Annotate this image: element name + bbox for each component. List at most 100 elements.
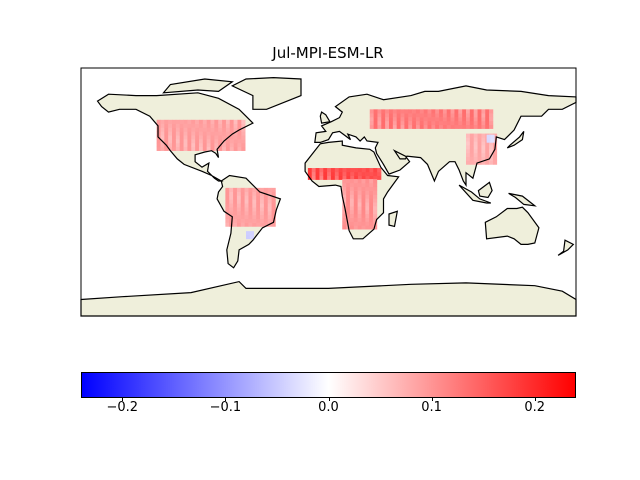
anomaly-cell bbox=[327, 168, 332, 173]
anomaly-cell bbox=[396, 113, 401, 118]
anomaly-cell bbox=[271, 203, 276, 208]
anomaly-cell bbox=[222, 142, 227, 148]
anomaly-cell bbox=[218, 131, 223, 136]
anomaly-cell bbox=[458, 113, 463, 118]
anomaly-cell bbox=[233, 131, 238, 136]
anomaly-cell bbox=[423, 113, 428, 118]
anomaly-cell bbox=[319, 171, 324, 177]
anomaly-cell bbox=[156, 146, 161, 151]
anomaly-cell bbox=[342, 221, 347, 226]
anomaly-cell bbox=[389, 120, 394, 126]
anomaly-cell bbox=[236, 222, 242, 227]
anomaly-cell bbox=[389, 113, 394, 118]
anomaly-cell bbox=[361, 198, 366, 203]
anomaly-cell bbox=[381, 113, 386, 118]
anomaly-cell bbox=[350, 175, 355, 180]
anomaly-cell bbox=[342, 168, 347, 173]
coastline-new-zealand bbox=[557, 239, 575, 256]
anomaly-cell bbox=[233, 135, 238, 140]
anomaly-cell bbox=[400, 113, 405, 118]
anomaly-cell bbox=[229, 139, 234, 144]
anomaly-cell bbox=[187, 119, 192, 124]
anomaly-cell bbox=[458, 109, 463, 114]
anomaly-cell bbox=[240, 207, 245, 212]
anomaly-cell bbox=[357, 213, 362, 218]
coastline-canadian-islands bbox=[162, 78, 234, 94]
anomaly-cell bbox=[327, 171, 332, 177]
anomaly-cell bbox=[415, 124, 421, 129]
anomaly-cell bbox=[404, 124, 409, 129]
anomaly-cell bbox=[248, 218, 253, 223]
colorbar-tick-label: 0.0 bbox=[318, 400, 339, 415]
anomaly-cell bbox=[473, 160, 478, 165]
anomaly-cell bbox=[263, 211, 269, 216]
anomaly-cell bbox=[168, 127, 173, 132]
anomaly-cell bbox=[439, 120, 444, 126]
anomaly-cell bbox=[225, 119, 231, 124]
anomaly-cell bbox=[477, 152, 482, 158]
anomaly-cell bbox=[431, 113, 436, 118]
anomaly-cell bbox=[373, 202, 378, 207]
anomaly-cell bbox=[175, 135, 181, 140]
anomaly-cell bbox=[256, 218, 261, 223]
anomaly-cell bbox=[210, 123, 215, 128]
anomaly-cell bbox=[373, 198, 378, 203]
anomaly-cell bbox=[172, 127, 177, 132]
anomaly-cell bbox=[350, 168, 355, 173]
anomaly-cell bbox=[369, 225, 374, 230]
anomaly-cell bbox=[400, 109, 405, 114]
colorbar-tick-label: 0.2 bbox=[524, 400, 546, 415]
anomaly-cell bbox=[206, 123, 211, 128]
anomaly-cell bbox=[260, 214, 265, 220]
anomaly-cell bbox=[454, 124, 459, 129]
anomaly-cell bbox=[241, 139, 246, 144]
anomaly-cell bbox=[408, 113, 413, 118]
anomaly-cell bbox=[236, 203, 242, 208]
anomaly-cell bbox=[369, 109, 374, 114]
anomaly-cell bbox=[342, 175, 347, 180]
anomaly-cell bbox=[346, 213, 351, 218]
anomaly-cell bbox=[485, 156, 490, 161]
anomaly-cell bbox=[233, 127, 238, 132]
anomaly-cell bbox=[346, 175, 351, 180]
anomaly-cell bbox=[256, 211, 261, 216]
anomaly-cell bbox=[481, 156, 486, 161]
anomaly-cell bbox=[164, 131, 169, 136]
anomaly-cell bbox=[492, 152, 498, 158]
anomaly-cell bbox=[381, 120, 386, 126]
anomaly-cell bbox=[389, 109, 394, 114]
anomaly-cell bbox=[473, 141, 478, 146]
anomaly-cell bbox=[435, 124, 440, 129]
anomaly-cell bbox=[311, 171, 316, 177]
anomaly-cell bbox=[492, 137, 498, 142]
anomaly-cell bbox=[423, 109, 428, 114]
anomaly-cell bbox=[252, 187, 257, 193]
anomaly-cell bbox=[263, 187, 269, 193]
anomaly-cell bbox=[252, 211, 257, 216]
anomaly-cell bbox=[191, 119, 196, 124]
anomaly-cell bbox=[369, 179, 374, 184]
anomaly-cell bbox=[175, 127, 181, 132]
anomaly-cell bbox=[172, 135, 177, 140]
anomaly-cell bbox=[307, 168, 313, 173]
anomaly-cell bbox=[271, 207, 276, 212]
anomaly-cell bbox=[198, 139, 204, 144]
anomaly-cell bbox=[225, 222, 230, 227]
coastline-africa bbox=[304, 140, 400, 240]
anomaly-cell bbox=[233, 119, 238, 124]
anomaly-cell bbox=[156, 142, 161, 148]
anomaly-cell bbox=[349, 198, 355, 203]
anomaly-cell bbox=[454, 120, 459, 126]
anomaly-cell bbox=[489, 156, 494, 161]
anomaly-cell bbox=[156, 123, 161, 128]
anomaly-cell bbox=[458, 117, 463, 122]
anomaly-cell bbox=[183, 146, 188, 151]
anomaly-cell bbox=[249, 234, 254, 240]
anomaly-cell bbox=[195, 146, 200, 151]
anomaly-cell bbox=[160, 119, 165, 124]
anomaly-cell bbox=[218, 127, 223, 132]
anomaly-cell bbox=[260, 195, 265, 200]
anomaly-cell bbox=[442, 120, 448, 126]
anomaly-cell bbox=[442, 109, 448, 114]
anomaly-cell bbox=[423, 120, 428, 126]
